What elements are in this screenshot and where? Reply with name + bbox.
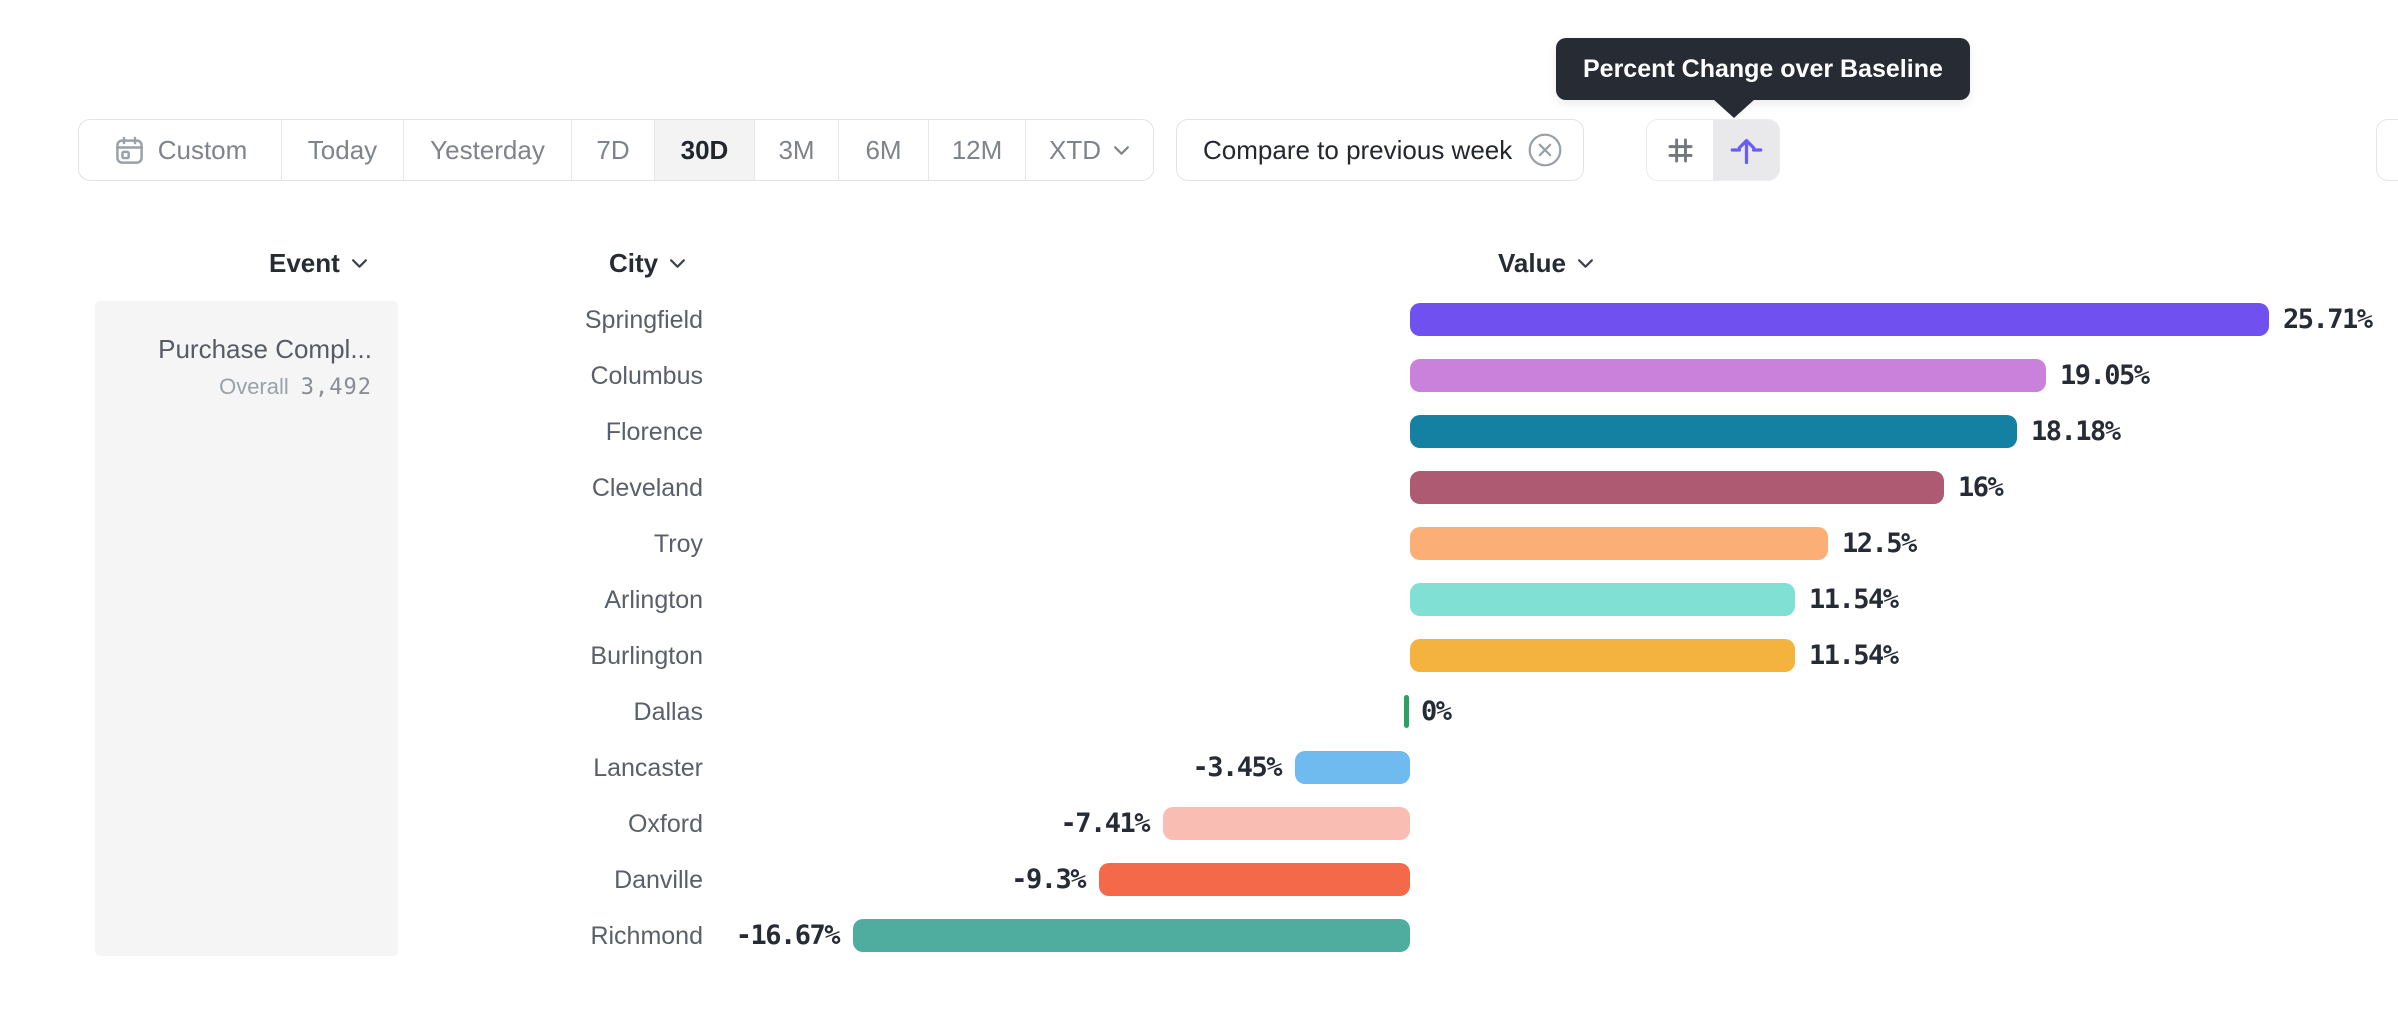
value-label: 16% [1958,472,2004,503]
city-label: Dallas [633,698,703,726]
value-label: -9.3% [1011,864,1086,895]
value-display-toggle [1646,119,1780,181]
city-label: Burlington [590,642,703,670]
overall-label: Overall [219,374,289,399]
column-header-event[interactable]: Event [269,248,368,279]
chevron-down-icon [351,259,367,268]
clipped-toolbar-button[interactable] [2376,119,2398,181]
value-label: 19.05% [2060,360,2150,391]
value-bar[interactable] [853,919,1410,952]
hash-icon [1668,138,1692,162]
event-panel[interactable]: Purchase Compl... Overall 3,492 [95,301,398,956]
value-label: 12.5% [1842,528,1917,559]
remove-compare-icon[interactable] [1527,132,1563,168]
city-label: Richmond [590,922,703,950]
date-range-yesterday[interactable]: Yesterday [404,120,572,180]
date-range-label: Custom [157,134,248,165]
date-range-group: Custom Today Yesterday 7D 30D 3M 6M 12M … [78,119,1154,181]
date-range-6m[interactable]: 6M [839,120,929,180]
value-label: -7.41% [1060,808,1150,839]
value-bar[interactable] [1410,639,1795,672]
value-bar[interactable] [1099,863,1410,896]
date-range-today[interactable]: Today [282,120,404,180]
column-header-city[interactable]: City [609,248,686,279]
value-label: 18.18% [2031,416,2121,447]
date-range-xtd[interactable]: XTD [1026,120,1153,180]
chevron-down-icon [1114,145,1129,155]
chevron-down-icon [1578,259,1593,268]
value-label: 25.71% [2283,304,2373,335]
date-range-7d[interactable]: 7D [572,120,655,180]
calendar-icon [115,136,143,164]
value-bar[interactable] [1410,359,2046,392]
city-label: Springfield [584,306,703,334]
value-bar[interactable] [1163,807,1410,840]
tooltip-arrow [1713,99,1755,118]
city-label: Florence [605,418,703,446]
chevron-down-icon [670,259,686,268]
city-label: Lancaster [593,754,703,782]
value-bar[interactable] [1410,527,1828,560]
date-range-12m[interactable]: 12M [929,120,1026,180]
raw-numbers-button[interactable] [1647,120,1713,180]
city-label: Arlington [604,586,703,614]
date-range-30d[interactable]: 30D [655,120,755,180]
event-title: Purchase Compl... [158,334,372,364]
percent-change-button[interactable] [1713,120,1779,180]
tooltip: Percent Change over Baseline [1556,38,1970,100]
event-overall: Overall 3,492 [95,374,372,400]
compare-chip-label: Compare to previous week [1203,134,1513,165]
city-label: Danville [614,866,703,894]
column-header-value[interactable]: Value [1498,248,1594,279]
value-bar[interactable] [1295,751,1410,784]
overall-value: 3,492 [300,375,372,400]
city-label: Oxford [627,810,703,838]
city-label: Troy [653,530,703,558]
tooltip-text: Percent Change over Baseline [1583,55,1943,83]
value-label: -16.67% [735,920,841,951]
value-label: 11.54% [1809,584,1899,615]
value-label: 0% [1421,696,1452,727]
value-bar[interactable] [1404,695,1409,728]
city-label: Cleveland [591,474,703,502]
value-bar[interactable] [1410,471,1944,504]
arrow-up-from-baseline-icon [1730,138,1762,164]
value-bar[interactable] [1410,415,2017,448]
city-label: Columbus [590,362,703,390]
value-bar[interactable] [1410,303,2269,336]
date-range-custom[interactable]: Custom [79,120,282,180]
value-bar[interactable] [1410,583,1795,616]
value-label: 11.54% [1809,640,1899,671]
value-label: -3.45% [1192,752,1282,783]
date-range-3m[interactable]: 3M [755,120,839,180]
compare-chip[interactable]: Compare to previous week [1176,119,1585,181]
